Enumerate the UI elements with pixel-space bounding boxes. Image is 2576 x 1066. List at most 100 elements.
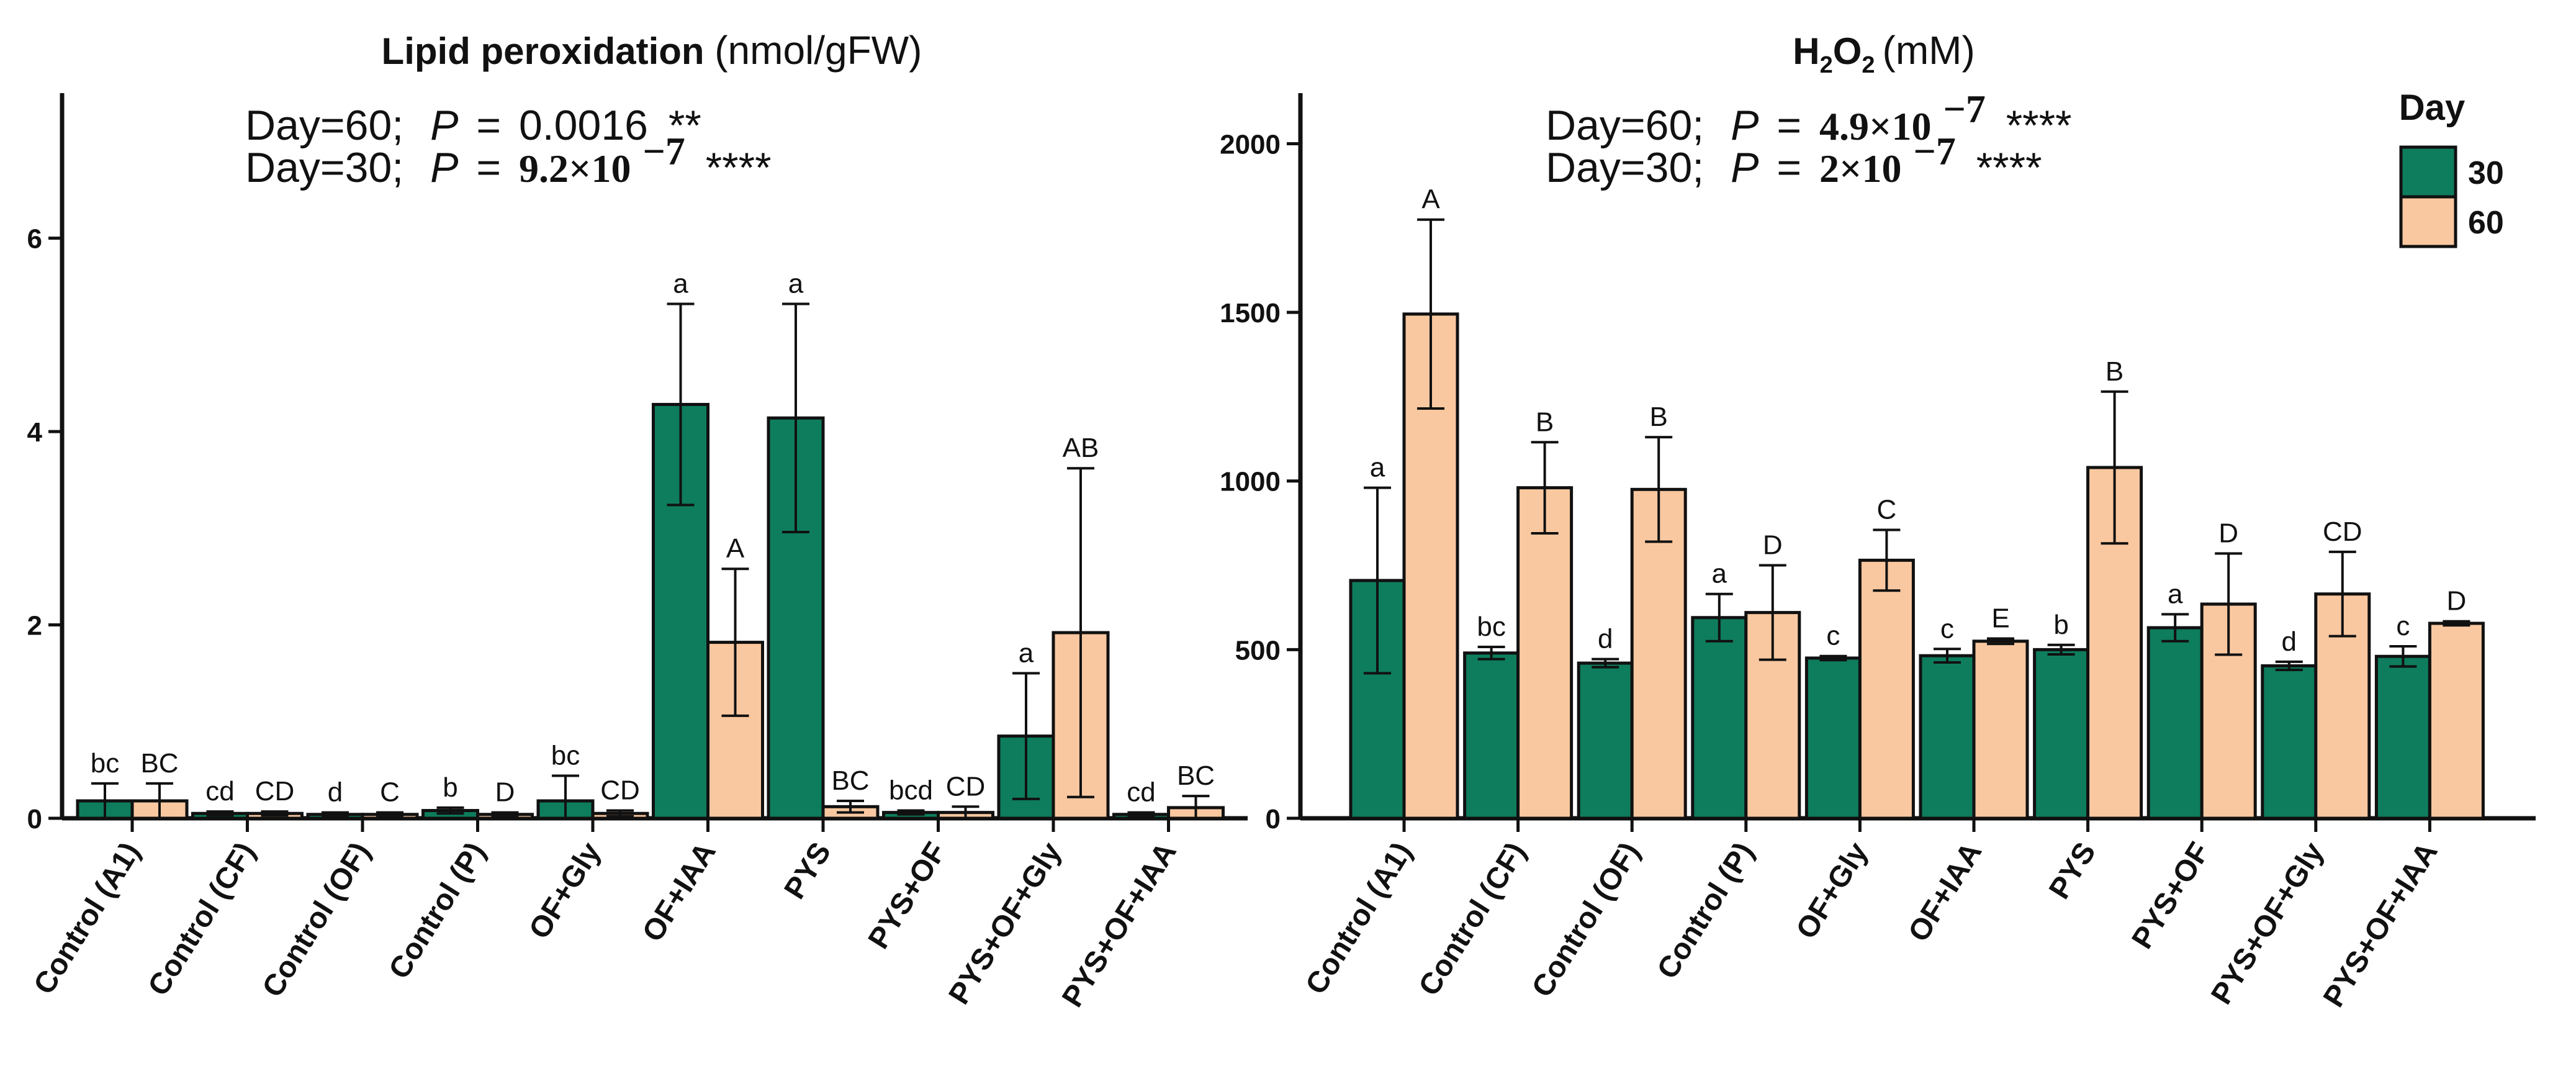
legend-label-30: 30 <box>2468 155 2504 191</box>
x-tick-label-5: OF+IAA <box>636 837 723 947</box>
y-tick-label-2: 4 <box>27 417 43 448</box>
sig-letter-30-1: bc <box>1477 612 1505 642</box>
sig-letter-30-6: b <box>2053 610 2068 640</box>
x-tick-label-5: OF+IAA <box>1902 837 1988 947</box>
sig-letter-30-0: a <box>1370 453 1385 483</box>
sig-letter-60-1: CD <box>255 776 295 806</box>
sig-letter-30-5: c <box>1940 613 1954 644</box>
sig-letter-30-8: a <box>1019 638 1034 668</box>
y-tick-label-3: 1500 <box>1220 298 1281 328</box>
sig-letter-60-3: D <box>495 777 515 808</box>
sig-letter-60-9: BC <box>1177 761 1215 791</box>
y-tick-label-4: 2000 <box>1220 129 1281 160</box>
sig-letter-60-0: BC <box>140 748 178 779</box>
y-tick-label-0: 0 <box>27 804 42 834</box>
x-tick-label-2: Control (OF) <box>256 837 377 1003</box>
x-tick-label-8: PYS+OF+Gly <box>2205 836 2330 1010</box>
sig-letter-60-8: CD <box>2323 517 2362 547</box>
sig-letter-30-2: d <box>1598 624 1613 654</box>
sig-letter-30-5: a <box>673 268 688 299</box>
sig-letter-30-2: d <box>328 777 343 808</box>
bar-30-4 <box>1804 656 1862 820</box>
sig-letter-30-3: a <box>1712 559 1727 589</box>
sig-letter-30-3: b <box>443 772 457 803</box>
x-tick-label-0: Control (A1) <box>1299 837 1418 1000</box>
sig-letter-30-4: c <box>1826 621 1840 651</box>
legend-label-60: 60 <box>2468 205 2504 241</box>
sig-letter-60-4: C <box>1877 495 1897 525</box>
bar-30-8 <box>2261 664 2318 820</box>
y-tick-label-3: 6 <box>27 224 42 255</box>
h2o2-stat-day60: Day=60; P = 4.9×10 −7 **** <box>1546 84 2072 149</box>
bar-30-6 <box>2033 648 2090 820</box>
h2o2-chart-title: H2O2 (mM) <box>1793 28 1975 78</box>
sig-letter-60-9: D <box>2447 586 2467 617</box>
legend: Day 30 60 <box>2399 88 2504 248</box>
bar-60-4 <box>1858 558 1915 820</box>
bar-60-1 <box>1516 486 1574 820</box>
sig-letter-60-5: A <box>726 533 745 564</box>
x-tick-label-2: Control (OF) <box>1526 837 1647 1003</box>
sig-letter-60-2: B <box>1650 402 1668 432</box>
x-tick-label-1: Control (CF) <box>142 837 262 1001</box>
sig-letter-60-3: D <box>1763 530 1783 561</box>
x-tick-label-4: OF+Gly <box>1790 836 1875 944</box>
sig-letter-60-0: A <box>1421 184 1440 215</box>
sig-letter-60-8: AB <box>1063 433 1099 463</box>
legend-title: Day <box>2399 88 2465 128</box>
x-tick-label-4: OF+Gly <box>523 836 607 944</box>
bar-30-5 <box>1919 654 1976 820</box>
sig-letter-30-6: a <box>788 268 804 299</box>
x-tick-label-8: PYS+OF+Gly <box>942 836 1068 1010</box>
legend-swatch-30 <box>2399 145 2457 199</box>
sig-letter-60-2: C <box>380 777 400 808</box>
lipid-stat-day30: Day=30; P = 9.2×10 −7 **** <box>245 127 772 191</box>
lipid-chart: Lipid peroxidation (nmol/gFW) Day=60; P … <box>27 28 1248 1013</box>
bar-60-5 <box>1972 639 2029 820</box>
sig-letter-30-9: cd <box>1127 777 1155 808</box>
sig-letter-60-5: E <box>1991 603 2009 633</box>
y-tick-label-0: 0 <box>1266 804 1281 834</box>
h2o2-stat-day30: Day=30; P = 2×10 −7 **** <box>1546 127 2042 191</box>
legend-swatch-60 <box>2399 195 2457 248</box>
sig-letter-30-9: c <box>2396 611 2410 641</box>
sig-letter-30-4: bc <box>551 740 580 770</box>
sig-letter-60-6: BC <box>831 766 869 796</box>
sig-letter-60-7: CD <box>946 771 986 802</box>
sig-letter-60-6: B <box>2105 356 2123 387</box>
bar-60-9 <box>2428 621 2485 820</box>
sig-letter-60-4: CD <box>600 775 640 806</box>
x-tick-label-9: PYS+OF+IAA <box>2317 837 2444 1013</box>
sig-letter-30-1: cd <box>205 776 234 806</box>
x-tick-label-6: PYS <box>778 837 837 905</box>
sig-letter-30-0: bc <box>91 748 119 779</box>
bar-30-7 <box>2146 626 2204 820</box>
y-tick-label-1: 500 <box>1235 635 1281 666</box>
x-tick-label-6: PYS <box>2043 837 2102 905</box>
y-tick-label-2: 1000 <box>1220 467 1281 497</box>
x-tick-label-1: Control (CF) <box>1413 837 1533 1001</box>
y-tick-label-1: 2 <box>27 611 42 641</box>
bar-60-2 <box>1630 487 1687 820</box>
x-tick-label-3: Control (P) <box>382 837 492 985</box>
x-tick-label-7: PYS+OF <box>2126 837 2217 955</box>
lipid-chart-title: Lipid peroxidation (nmol/gFW) <box>382 28 922 73</box>
bar-30-1 <box>1463 651 1520 820</box>
bar-30-2 <box>1577 661 1634 820</box>
lipid-stat-day60: Day=60; P = 0.0016 ** <box>245 102 701 149</box>
sig-letter-60-7: D <box>2218 518 2238 549</box>
bar-30-3 <box>1691 616 1748 820</box>
x-tick-label-9: PYS+OF+IAA <box>1056 837 1183 1013</box>
h2o2-chart: H2O2 (mM) Day=60; P = 4.9×10 −7 **** Day=… <box>1220 28 2536 1013</box>
x-tick-label-0: Control (A1) <box>27 837 146 1000</box>
h2o2-plot-area: 0 500 1000 1500 2000 Control (A1) a A Control (C… <box>1220 93 2536 1013</box>
sig-letter-60-1: B <box>1536 407 1554 437</box>
sig-letter-30-8: d <box>2282 626 2297 657</box>
x-tick-label-7: PYS+OF <box>862 837 953 955</box>
bar-30-9 <box>2374 654 2431 820</box>
sig-letter-30-7: bcd <box>889 775 933 806</box>
x-tick-label-3: Control (P) <box>1651 837 1760 985</box>
sig-letter-30-7: a <box>2168 579 2183 609</box>
